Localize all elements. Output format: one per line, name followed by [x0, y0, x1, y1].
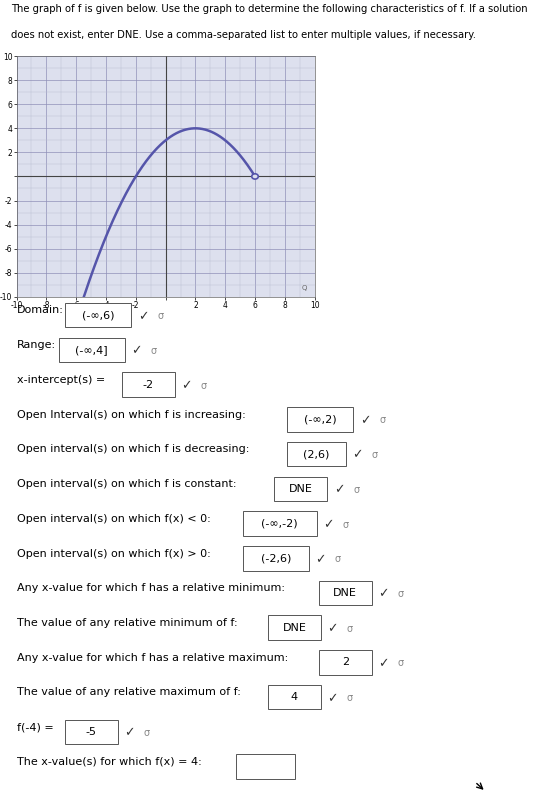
FancyBboxPatch shape [287, 442, 346, 467]
Text: σ: σ [379, 415, 385, 425]
Circle shape [252, 174, 258, 179]
Text: The graph of f is given below. Use the graph to determine the following characte: The graph of f is given below. Use the g… [11, 4, 528, 14]
FancyBboxPatch shape [319, 650, 372, 674]
Text: Open interval(s) on which f is decreasing:: Open interval(s) on which f is decreasin… [17, 444, 249, 455]
Text: σ: σ [347, 693, 353, 703]
Text: Open interval(s) on which f is constant:: Open interval(s) on which f is constant: [17, 479, 236, 489]
Text: Q: Q [302, 285, 307, 291]
FancyBboxPatch shape [243, 511, 317, 536]
FancyBboxPatch shape [59, 338, 125, 363]
Text: ✓: ✓ [328, 622, 338, 635]
Text: ✓: ✓ [352, 448, 363, 462]
Text: DNE: DNE [333, 588, 357, 598]
Text: (-∞,2): (-∞,2) [304, 415, 337, 424]
Text: ✓: ✓ [379, 588, 389, 601]
Text: Open Interval(s) on which f is increasing:: Open Interval(s) on which f is increasin… [17, 410, 245, 419]
Text: ✓: ✓ [137, 310, 148, 322]
Text: (-∞,4]: (-∞,4] [75, 345, 108, 355]
Text: σ: σ [371, 450, 378, 460]
Text: ✓: ✓ [124, 727, 135, 739]
FancyBboxPatch shape [268, 685, 321, 710]
Text: x-intercept(s) =: x-intercept(s) = [17, 375, 105, 385]
Text: The value of any relative minimum of f:: The value of any relative minimum of f: [17, 618, 237, 628]
FancyBboxPatch shape [236, 755, 295, 779]
Text: does not exist, enter DNE. Use a comma-separated list to enter multiple values, : does not exist, enter DNE. Use a comma-s… [11, 30, 476, 40]
Text: (-2,6): (-2,6) [261, 553, 291, 563]
Text: f(-4) =: f(-4) = [17, 722, 54, 732]
Text: ✓: ✓ [182, 379, 192, 392]
Text: The value of any relative maximum of f:: The value of any relative maximum of f: [17, 687, 241, 698]
Text: σ: σ [397, 589, 404, 599]
Text: -2: -2 [143, 379, 154, 390]
FancyBboxPatch shape [65, 303, 131, 327]
Text: (2,6): (2,6) [303, 449, 330, 459]
Text: ✓: ✓ [131, 344, 142, 358]
Text: σ: σ [335, 554, 341, 565]
Text: -5: -5 [86, 727, 97, 737]
Text: σ: σ [397, 658, 404, 668]
Text: Any x-value for which f has a relative minimum:: Any x-value for which f has a relative m… [17, 583, 285, 593]
Text: σ: σ [353, 485, 359, 495]
Text: σ: σ [201, 381, 207, 391]
Text: σ: σ [157, 311, 163, 322]
Text: Open interval(s) on which f(x) < 0:: Open interval(s) on which f(x) < 0: [17, 514, 210, 524]
Text: σ: σ [144, 728, 150, 738]
Text: (-∞,6): (-∞,6) [82, 310, 114, 320]
FancyBboxPatch shape [274, 476, 327, 501]
Text: 4: 4 [291, 692, 298, 703]
Text: ✓: ✓ [316, 553, 326, 565]
Text: ✓: ✓ [360, 414, 370, 427]
Text: ✓: ✓ [328, 691, 338, 705]
Text: DNE: DNE [289, 484, 313, 494]
Text: (-∞,-2): (-∞,-2) [261, 519, 298, 529]
Text: 2: 2 [342, 658, 349, 667]
FancyBboxPatch shape [65, 719, 118, 744]
Text: Range:: Range: [17, 340, 56, 350]
Text: ✓: ✓ [323, 518, 334, 531]
FancyBboxPatch shape [268, 615, 321, 640]
Text: Domain:: Domain: [17, 306, 63, 315]
FancyBboxPatch shape [287, 407, 353, 431]
FancyBboxPatch shape [319, 581, 372, 606]
FancyBboxPatch shape [243, 546, 309, 570]
Text: ✓: ✓ [379, 657, 389, 670]
Text: σ: σ [347, 624, 353, 634]
Text: The x-value(s) for which f(x) = 4:: The x-value(s) for which f(x) = 4: [17, 757, 201, 767]
Text: σ: σ [151, 346, 157, 356]
Text: DNE: DNE [283, 622, 306, 633]
Text: σ: σ [342, 520, 349, 529]
FancyBboxPatch shape [122, 372, 175, 397]
Text: ✓: ✓ [334, 484, 344, 496]
Text: Any x-value for which f has a relative maximum:: Any x-value for which f has a relative m… [17, 653, 288, 662]
Text: Open interval(s) on which f(x) > 0:: Open interval(s) on which f(x) > 0: [17, 549, 210, 558]
